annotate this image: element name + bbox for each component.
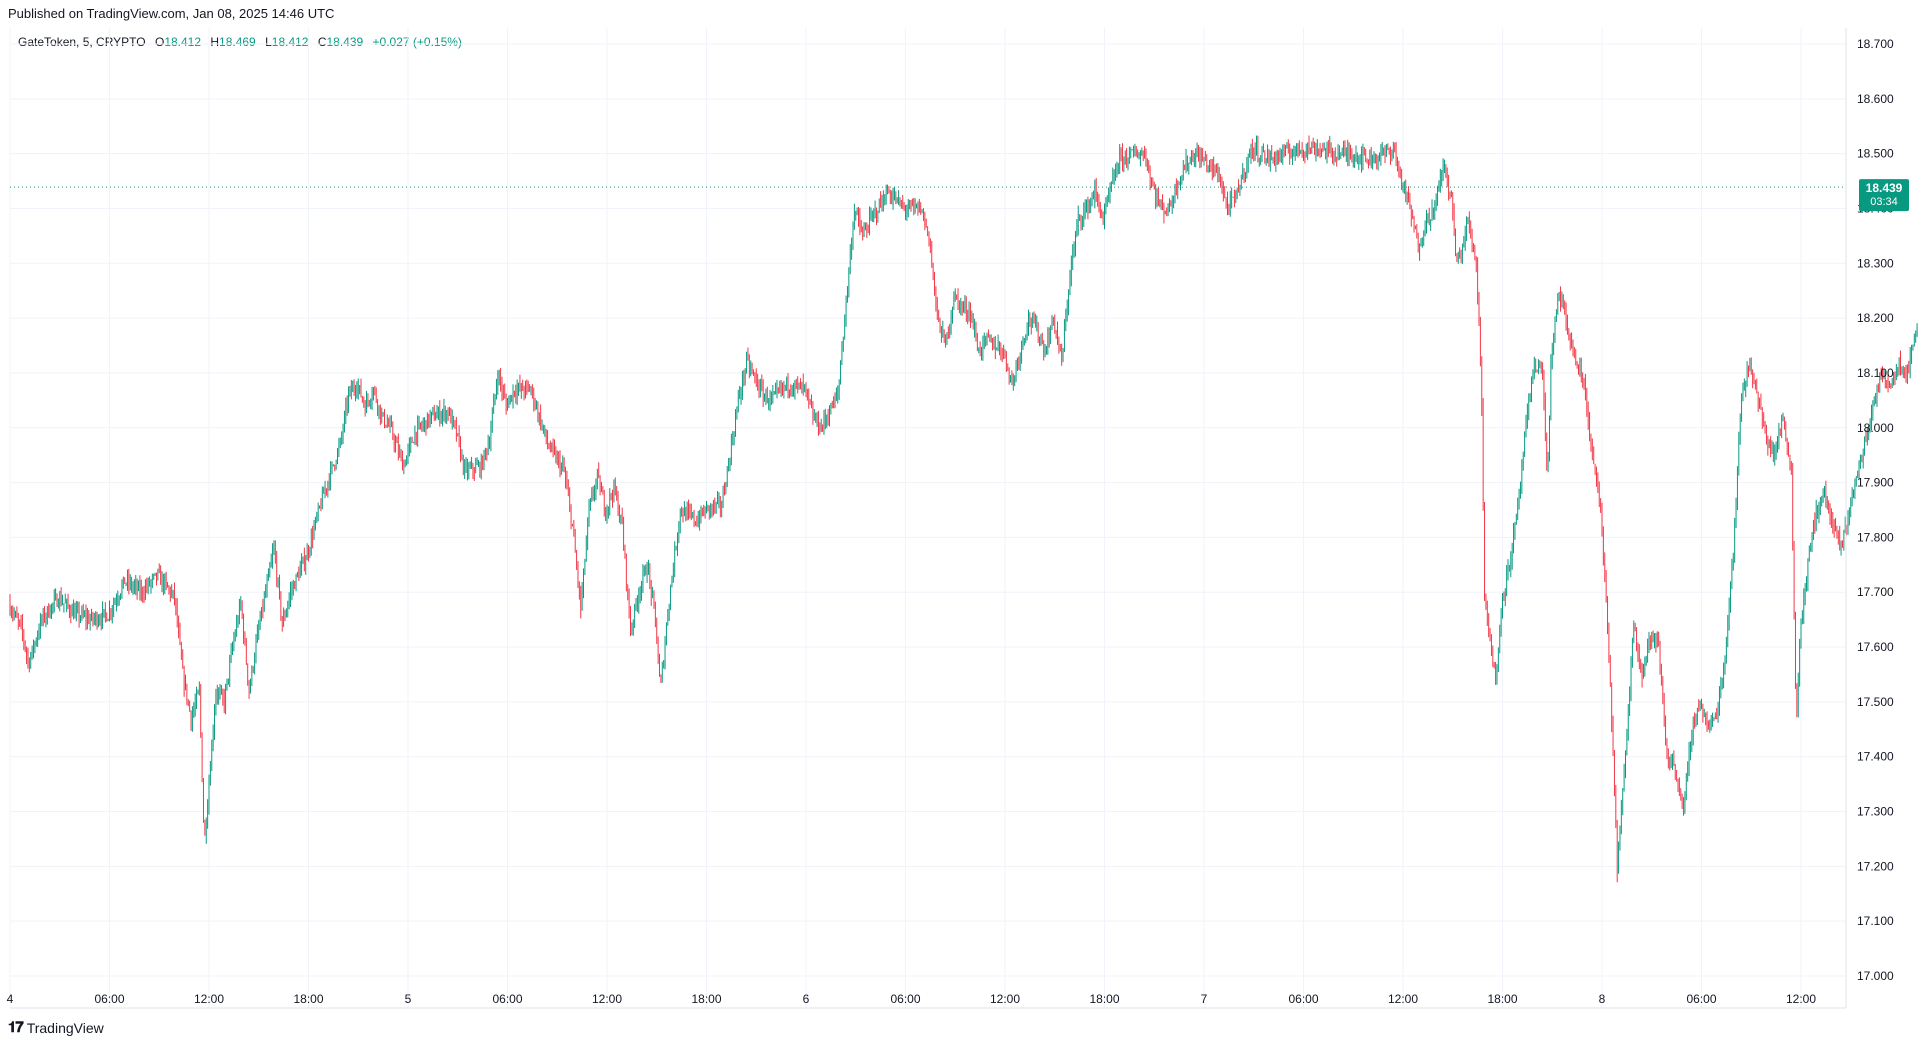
price-tick-label: 17.000	[1857, 969, 1894, 983]
price-tick-label: 18.100	[1857, 366, 1894, 380]
time-tick-label: 06:00	[1686, 992, 1716, 1006]
time-tick-label: 18:00	[293, 992, 323, 1006]
price-tick-label: 17.200	[1857, 859, 1894, 873]
price-tick-label: 18.200	[1857, 311, 1894, 325]
bar-countdown: 03:34	[1870, 196, 1898, 208]
price-tick-label: 18.700	[1857, 37, 1894, 51]
time-tick-label: 5	[405, 992, 412, 1006]
tradingview-logo-icon: 𝟏𝟕	[8, 1019, 24, 1036]
price-tick-label: 17.700	[1857, 585, 1894, 599]
legend-symbol: GateToken, 5, CRYPTO	[18, 35, 146, 49]
tradingview-brand[interactable]: 𝟏𝟕 TradingView	[8, 1019, 104, 1036]
legend-low-value: 18.412	[271, 35, 309, 49]
price-tick-label: 18.000	[1857, 421, 1894, 435]
time-tick-label: 12:00	[990, 992, 1020, 1006]
last-price-value: 18.439	[1866, 181, 1903, 195]
brand-label: TradingView	[26, 1019, 104, 1036]
time-tick-label: 6	[803, 992, 810, 1006]
legend-close-value: 18.439	[326, 35, 364, 49]
price-tick-label: 18.600	[1857, 92, 1894, 106]
price-tick-label: 17.400	[1857, 750, 1894, 764]
time-tick-label: 7	[1201, 992, 1208, 1006]
price-axis[interactable]: 18.70018.60018.50018.40018.30018.20018.1…	[1857, 37, 1894, 983]
chart-grid	[9, 28, 1846, 1008]
candles-layer	[9, 135, 1918, 883]
legend-high-label: H	[210, 35, 220, 49]
published-note: Published on TradingView.com, Jan 08, 20…	[8, 6, 335, 21]
legend-close-label: C	[317, 35, 327, 49]
price-tick-label: 17.500	[1857, 695, 1894, 709]
time-tick-label: 18:00	[1487, 992, 1517, 1006]
legend-low-label: L	[265, 35, 272, 49]
price-tick-label: 17.100	[1857, 914, 1894, 928]
time-tick-label: 18:00	[1089, 992, 1119, 1006]
time-tick-label: 4	[7, 992, 14, 1006]
time-tick-label: 12:00	[1388, 992, 1418, 1006]
time-axis[interactable]: 4 06:00 12:00 18:00 5 06:00 12:00 18:00 6 06:00 12…	[7, 992, 1817, 1006]
time-tick-label: 06:00	[890, 992, 920, 1006]
time-tick-label: 12:00	[1786, 992, 1816, 1006]
last-price-tag: 18.439 03:34	[1859, 179, 1909, 212]
price-tick-label: 17.300	[1857, 805, 1894, 819]
symbol-legend: GateToken, 5, CRYPTO O18.412 H18.469 L18…	[18, 35, 462, 49]
time-tick-label: 8	[1599, 992, 1606, 1006]
price-tick-label: 17.900	[1857, 476, 1894, 490]
time-tick-label: 06:00	[94, 992, 124, 1006]
price-tick-label: 18.300	[1857, 256, 1894, 270]
legend-open-value: 18.412	[164, 35, 202, 49]
price-tick-label: 18.500	[1857, 147, 1894, 161]
time-tick-label: 06:00	[492, 992, 522, 1006]
time-tick-label: 06:00	[1288, 992, 1318, 1006]
price-tick-label: 17.600	[1857, 640, 1894, 654]
time-tick-label: 12:00	[592, 992, 622, 1006]
legend-change-value: +0.027 (+0.15%)	[372, 35, 462, 49]
time-tick-label: 12:00	[194, 992, 224, 1006]
price-tick-label: 17.800	[1857, 530, 1894, 544]
time-tick-label: 18:00	[691, 992, 721, 1006]
legend-open-label: O	[154, 35, 165, 49]
legend-high-value: 18.469	[219, 35, 256, 49]
